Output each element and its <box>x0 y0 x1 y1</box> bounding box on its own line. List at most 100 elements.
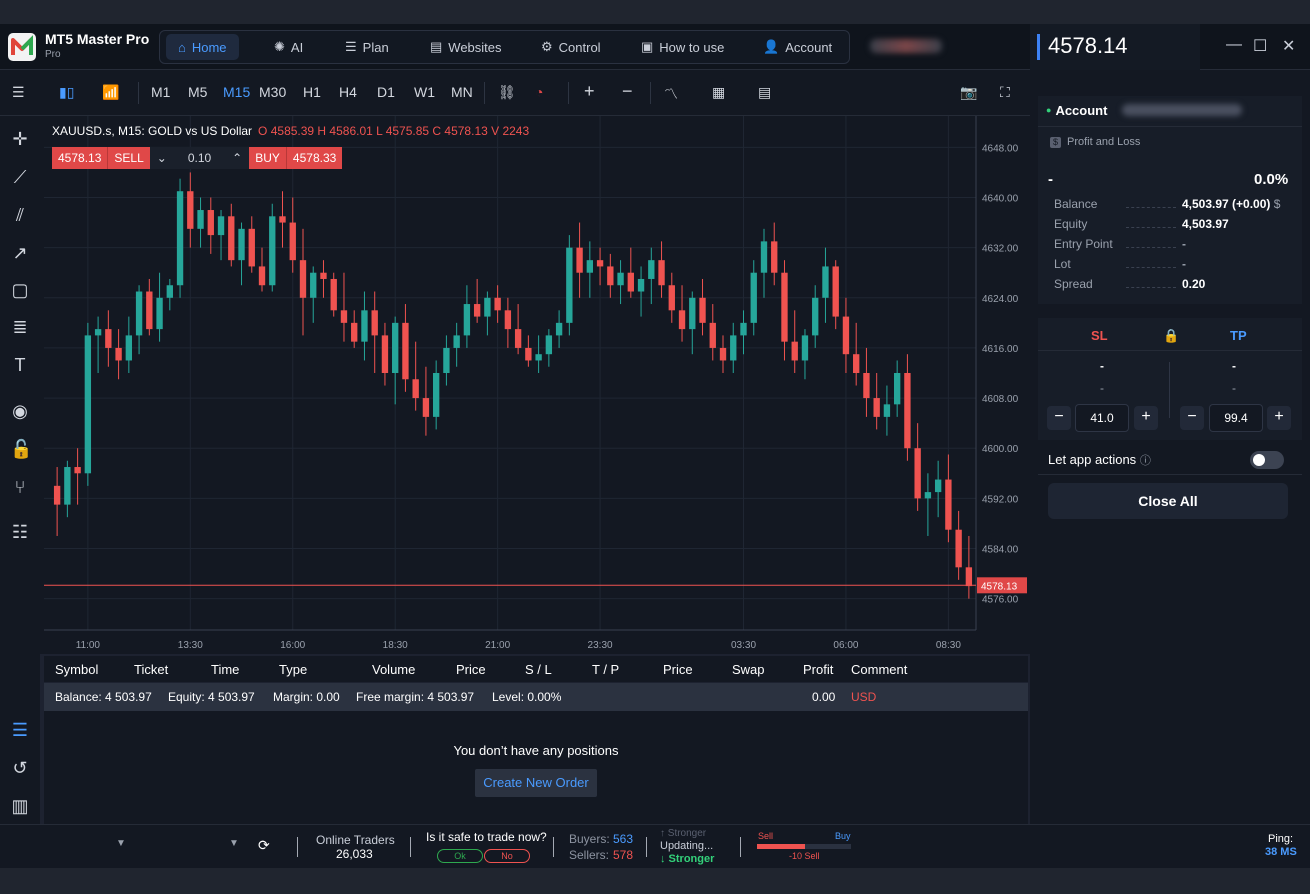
nav-ai[interactable]: ✺ AI <box>274 39 304 55</box>
margin-text: Margin: 0.00 <box>273 690 340 704</box>
app-actions-toggle[interactable] <box>1250 451 1284 469</box>
dropdown-2-icon[interactable]: ▼ <box>229 838 239 849</box>
y-tick-label: 4592.00 <box>982 494 1019 505</box>
sell-button[interactable]: SELL <box>107 147 150 169</box>
timeframe-d1[interactable]: D1 <box>377 84 395 100</box>
fullscreen-icon[interactable]: ⛶ <box>1000 84 1010 100</box>
tp-increase-button[interactable]: + <box>1267 406 1291 430</box>
candle-body <box>381 335 389 373</box>
timeframe-m30[interactable]: M30 <box>259 84 287 100</box>
link-icon[interactable]: ⛓ <box>498 84 516 100</box>
screenshot-icon[interactable]: 📷 <box>960 84 978 100</box>
timeframe-m15[interactable]: M15 <box>223 84 251 100</box>
sl-increase-button[interactable]: + <box>1134 406 1158 430</box>
sell-price[interactable]: 4578.13 <box>52 147 108 169</box>
col-current-price[interactable]: Price <box>663 662 693 677</box>
candle-body <box>351 322 358 342</box>
text-icon[interactable]: T <box>14 355 26 375</box>
create-new-order-button[interactable]: Create New Order <box>475 769 597 797</box>
fibonacci-icon[interactable]: ≣ <box>12 317 28 337</box>
eye-icon[interactable]: ◉ <box>12 401 28 421</box>
indicators-icon[interactable]: 📶 <box>102 84 120 100</box>
candle-body <box>637 278 645 292</box>
indicator-line-icon[interactable]: 〽 <box>664 86 678 102</box>
nav-how-to-use[interactable]: ▣ How to use <box>641 39 725 55</box>
col-symbol[interactable]: Symbol <box>55 662 99 677</box>
col-comment[interactable]: Comment <box>851 662 908 677</box>
lock-icon[interactable]: 🔒 <box>1163 328 1180 343</box>
lock-icon[interactable]: 🔓 <box>10 439 33 459</box>
journal-icon[interactable]: ▥ <box>11 796 29 816</box>
channel-icon[interactable]: ⫽ <box>15 205 25 225</box>
candle-body <box>463 304 471 336</box>
candle-body <box>504 310 512 330</box>
nav-home[interactable]: ⌂ Home <box>166 34 239 60</box>
zoom-out-icon[interactable]: − <box>622 81 633 101</box>
positions-list-icon[interactable]: ☰ <box>11 720 29 740</box>
info-icon[interactable]: ⓘ <box>1139 455 1151 467</box>
clock-icon[interactable]: ◔ <box>535 84 544 100</box>
candle-body <box>822 266 829 298</box>
col-ticket[interactable]: Ticket <box>134 662 169 677</box>
candle-body <box>719 347 727 361</box>
col-price[interactable]: Price <box>456 662 486 677</box>
timeframe-h1[interactable]: H1 <box>303 84 321 100</box>
shape-icon[interactable]: ▢ <box>11 280 29 300</box>
tree-icon[interactable]: ⑂ <box>14 477 26 497</box>
col-time[interactable]: Time <box>211 662 240 677</box>
close-icon[interactable]: ✕ <box>1282 38 1296 55</box>
candles-chart-icon[interactable]: ▮▯ <box>59 84 75 100</box>
tp-points-input[interactable]: 99.4 <box>1209 404 1263 432</box>
timeframe-h4[interactable]: H4 <box>339 84 357 100</box>
sl-decrease-button[interactable]: − <box>1047 406 1071 430</box>
symbol-info: XAUUSD.s, M15: GOLD vs US Dollar O 4585.3… <box>52 124 529 138</box>
timeframe-m1[interactable]: M1 <box>151 84 171 100</box>
buy-button[interactable]: BUY <box>249 147 286 169</box>
lot-size[interactable]: 0.10 <box>173 147 226 169</box>
candle-body <box>812 297 819 336</box>
history-icon[interactable]: ↺ <box>12 758 28 778</box>
main-nav: ⌂ Home ✺ AI ☰ Plan ▤ Websites ⚙ Control ▣ How … <box>159 30 850 64</box>
minimize-icon[interactable]: — <box>1226 36 1242 53</box>
equity-text: Equity: 4 503.97 <box>168 690 255 704</box>
timeframe-mn[interactable]: MN <box>451 84 473 100</box>
nav-websites[interactable]: ▤ Websites <box>430 39 502 55</box>
sl-points-input[interactable]: 41.0 <box>1075 404 1129 432</box>
col-swap[interactable]: Swap <box>732 662 765 677</box>
col-volume[interactable]: Volume <box>372 662 416 677</box>
col-type[interactable]: Type <box>279 662 308 677</box>
col-profit[interactable]: Profit <box>803 662 834 677</box>
menu-icon[interactable]: ☰ <box>12 84 25 100</box>
trendline-icon[interactable]: ⟋ <box>13 167 27 187</box>
refresh-icon[interactable]: ⟳ <box>258 837 270 853</box>
x-tick-label: 23:30 <box>588 640 613 651</box>
dropdown-1-icon[interactable]: ▼ <box>116 838 126 849</box>
col-sl[interactable]: S / L <box>525 662 552 677</box>
close-all-button[interactable]: Close All <box>1048 483 1288 519</box>
calendar-icon[interactable]: ▦ <box>712 84 726 100</box>
account-card <box>1038 96 1302 304</box>
candle-body <box>330 278 337 311</box>
buy-price[interactable]: 4578.33 <box>285 147 343 169</box>
y-tick-label: 4600.00 <box>982 444 1019 455</box>
candle-body <box>422 398 430 417</box>
lot-decrease-icon[interactable]: ⌄ <box>149 147 174 169</box>
lot-increase-icon[interactable]: ⌃ <box>225 147 250 169</box>
timeframe-m5[interactable]: M5 <box>188 84 208 100</box>
path-icon[interactable]: ↗ <box>12 243 28 263</box>
y-tick-label: 4584.00 <box>982 545 1019 556</box>
candle-body <box>648 260 655 279</box>
online-traders-label: Online Traders <box>316 833 395 847</box>
tp-decrease-button[interactable]: − <box>1180 406 1204 430</box>
timeframe-w1[interactable]: W1 <box>414 84 435 100</box>
layers-icon[interactable]: ☷ <box>11 522 29 542</box>
notes-icon[interactable]: ▤ <box>758 84 772 100</box>
maximize-icon[interactable]: ☐ <box>1253 38 1268 55</box>
nav-control[interactable]: ⚙ Control <box>541 39 601 55</box>
price-chart[interactable]: 4648.00 4640.00 4632.00 4624.00 4616.00 4608.… <box>40 116 1030 654</box>
nav-account[interactable]: 👤 Account <box>763 39 833 55</box>
col-tp[interactable]: T / P <box>592 662 620 677</box>
zoom-in-icon[interactable]: + <box>584 81 595 101</box>
crosshair-icon[interactable]: ✛ <box>12 129 28 149</box>
nav-plan[interactable]: ☰ Plan <box>345 39 389 55</box>
